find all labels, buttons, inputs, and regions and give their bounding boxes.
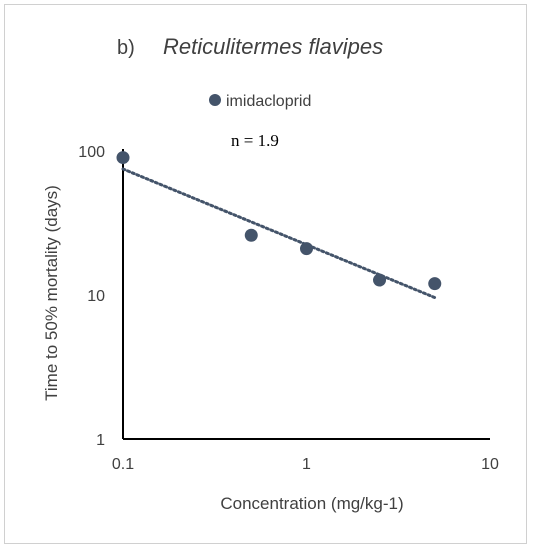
data-point	[244, 228, 258, 242]
trendline	[121, 167, 437, 300]
data-points	[116, 151, 442, 291]
x-tick-label: 1	[302, 456, 311, 473]
y-axis-label: Time to 50% mortality (days)	[42, 185, 61, 401]
y-tick-label: 1	[96, 432, 105, 449]
tick-labels: 0.1 1 10 1 10 100	[78, 144, 499, 473]
x-axis-label: Concentration (mg/kg-1)	[220, 494, 403, 513]
data-point	[428, 277, 442, 291]
y-tick-label: 100	[78, 144, 105, 161]
data-point	[116, 151, 130, 165]
data-point	[373, 273, 387, 287]
y-tick-label: 10	[87, 288, 105, 305]
x-tick-label: 10	[481, 456, 499, 473]
chart: b) Reticulitermes flavipes imidacloprid …	[42, 34, 499, 513]
panel-label: b)	[117, 37, 135, 59]
legend-marker	[209, 94, 221, 106]
chart-title: Reticulitermes flavipes	[163, 34, 383, 59]
trendline-path	[121, 167, 437, 300]
chart-frame: b) Reticulitermes flavipes imidacloprid …	[4, 4, 527, 544]
data-point	[300, 242, 313, 256]
legend-label: imidacloprid	[226, 93, 311, 110]
x-tick-label: 0.1	[112, 456, 134, 473]
annotation-n: n = 1.9	[231, 131, 279, 150]
axes	[122, 149, 490, 440]
